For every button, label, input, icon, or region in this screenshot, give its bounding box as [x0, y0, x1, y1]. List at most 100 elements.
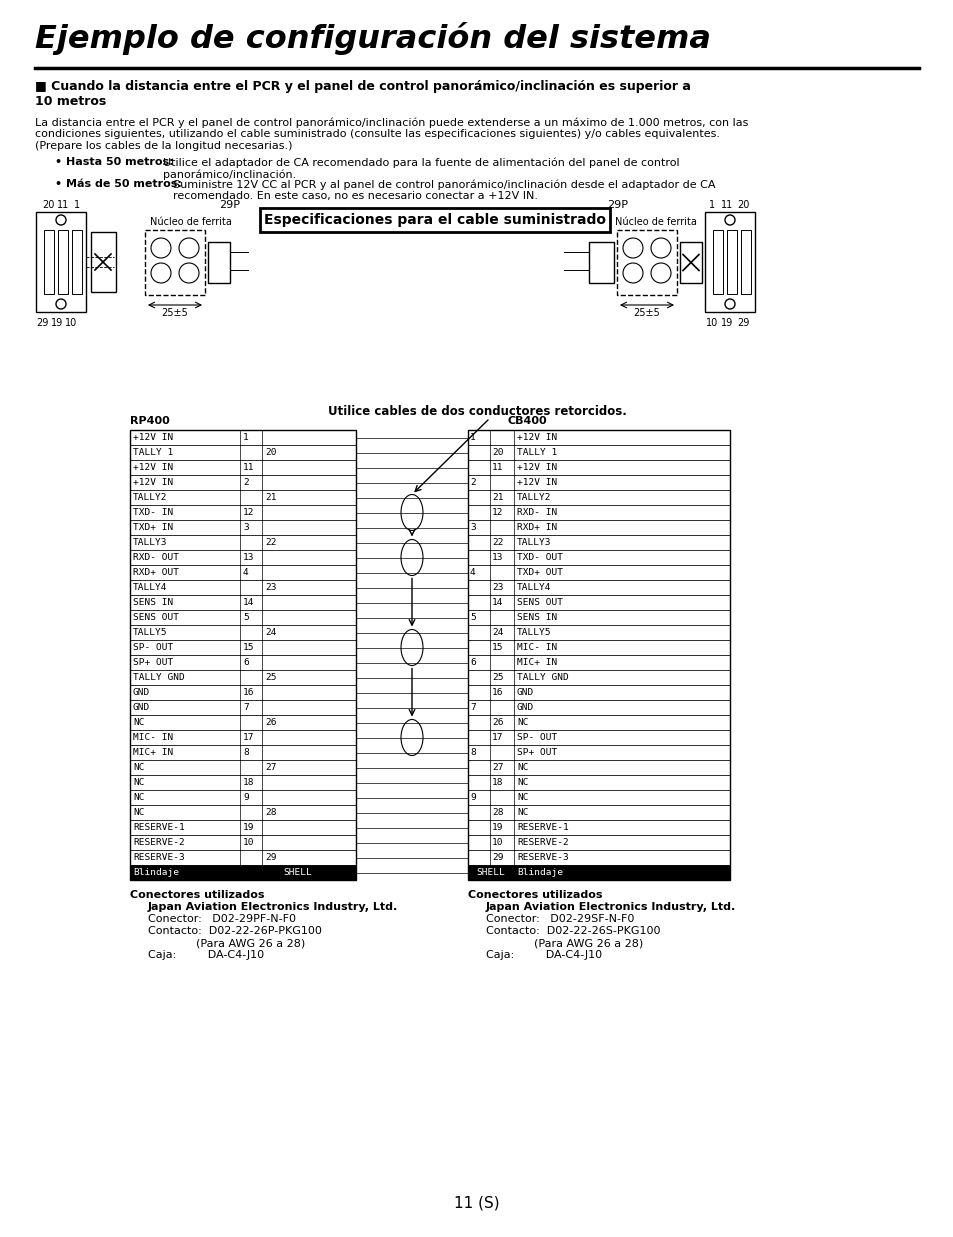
Bar [130, 760, 355, 776]
Bar [130, 610, 355, 625]
Text: TALLY4: TALLY4 [517, 583, 551, 593]
Text: 25: 25 [265, 673, 276, 682]
Text: 21: 21 [492, 494, 503, 502]
Bar [130, 805, 355, 820]
Text: Suministre 12V CC al PCR y al panel de control panorámico/inclinación desde el a: Suministre 12V CC al PCR y al panel de c… [172, 179, 715, 202]
Text: Conector:   D02-29PF-N-F0: Conector: D02-29PF-N-F0 [148, 914, 295, 924]
Text: 14: 14 [243, 597, 254, 607]
Text: 20: 20 [736, 200, 748, 210]
Text: 10: 10 [243, 837, 254, 847]
Text: 16: 16 [243, 688, 254, 696]
Text: Contacto:  D02-22-26S-PKG100: Contacto: D02-22-26S-PKG100 [485, 927, 659, 936]
Bar [468, 550, 729, 565]
Text: 28: 28 [265, 808, 276, 816]
Text: 13: 13 [492, 553, 503, 562]
Text: TALLY5: TALLY5 [132, 628, 168, 637]
Bar [468, 580, 729, 595]
Text: SHELL: SHELL [476, 868, 505, 877]
Text: 20: 20 [42, 200, 54, 210]
Bar [130, 850, 355, 865]
Text: 29: 29 [492, 854, 503, 862]
Text: 12: 12 [243, 508, 254, 517]
Text: 19: 19 [51, 318, 63, 328]
Text: Especificaciones para el cable suministrado: Especificaciones para el cable suministr… [264, 213, 605, 228]
Text: 18: 18 [492, 778, 503, 787]
Bar [712, 230, 722, 294]
Bar [130, 505, 355, 520]
Text: 24: 24 [492, 628, 503, 637]
Text: (Para AWG 26 a 28): (Para AWG 26 a 28) [195, 938, 305, 948]
Text: MIC- IN: MIC- IN [517, 643, 557, 652]
Bar [130, 685, 355, 700]
Bar [468, 595, 729, 610]
Bar [468, 760, 729, 776]
Text: MIC- IN: MIC- IN [132, 734, 173, 742]
Bar [468, 460, 729, 475]
Text: +12V IN: +12V IN [132, 433, 173, 442]
Bar [44, 230, 54, 294]
Bar [468, 835, 729, 850]
Text: TALLY3: TALLY3 [132, 538, 168, 547]
Bar [58, 230, 68, 294]
Text: GND: GND [517, 703, 534, 713]
Text: TXD+ IN: TXD+ IN [132, 523, 173, 532]
Text: 6: 6 [470, 658, 476, 667]
Text: 4: 4 [470, 568, 476, 576]
Bar [468, 505, 729, 520]
Text: 23: 23 [492, 583, 503, 593]
Bar [740, 230, 750, 294]
Text: 1: 1 [470, 433, 476, 442]
Text: 10: 10 [705, 318, 718, 328]
Text: RXD- OUT: RXD- OUT [132, 553, 179, 562]
Text: 7: 7 [243, 703, 249, 713]
Circle shape [179, 263, 199, 283]
Text: 8: 8 [470, 748, 476, 757]
Text: Utilice el adaptador de CA recomendado para la fuente de alimentación del panel : Utilice el adaptador de CA recomendado p… [163, 157, 679, 179]
Text: RP400: RP400 [130, 416, 170, 426]
Text: Contacto:  D02-22-26P-PKG100: Contacto: D02-22-26P-PKG100 [148, 927, 321, 936]
Text: 26: 26 [492, 717, 503, 727]
Text: 10: 10 [492, 837, 503, 847]
Text: 5: 5 [243, 614, 249, 622]
Text: +12V IN: +12V IN [517, 433, 557, 442]
Bar [130, 656, 355, 670]
Text: TALLY2: TALLY2 [132, 494, 168, 502]
Text: 11: 11 [243, 463, 254, 473]
Bar [130, 640, 355, 656]
Text: 9: 9 [243, 793, 249, 802]
Text: 2: 2 [243, 477, 249, 487]
Text: 19: 19 [243, 823, 254, 833]
Bar [130, 835, 355, 850]
Text: 10: 10 [65, 318, 77, 328]
Text: 15: 15 [492, 643, 503, 652]
Bar [468, 820, 729, 835]
Bar [130, 445, 355, 460]
Text: Núcleo de ferrita: Núcleo de ferrita [150, 216, 232, 228]
Bar [468, 430, 729, 445]
Bar [71, 230, 82, 294]
Text: Conector:   D02-29SF-N-F0: Conector: D02-29SF-N-F0 [485, 914, 634, 924]
Text: 23: 23 [265, 583, 276, 593]
Text: NC: NC [132, 717, 144, 727]
Text: RXD+ IN: RXD+ IN [517, 523, 557, 532]
Text: 1: 1 [708, 200, 715, 210]
Circle shape [179, 238, 199, 259]
Text: SP- OUT: SP- OUT [132, 643, 173, 652]
Text: Japan Aviation Electronics Industry, Ltd.: Japan Aviation Electronics Industry, Ltd… [485, 902, 736, 912]
Text: 27: 27 [265, 763, 276, 772]
Bar [130, 730, 355, 745]
Text: 25: 25 [492, 673, 503, 682]
Bar [468, 475, 729, 490]
Text: RXD- IN: RXD- IN [517, 508, 557, 517]
Text: TXD- IN: TXD- IN [132, 508, 173, 517]
Bar [130, 745, 355, 760]
Text: TALLY 1: TALLY 1 [132, 448, 173, 456]
Text: TXD+ OUT: TXD+ OUT [517, 568, 562, 576]
Text: TALLY 1: TALLY 1 [517, 448, 557, 456]
Text: TALLY5: TALLY5 [517, 628, 551, 637]
Text: RESERVE-2: RESERVE-2 [132, 837, 185, 847]
Text: Blindaje: Blindaje [132, 868, 179, 877]
Text: 20: 20 [492, 448, 503, 456]
Bar [468, 640, 729, 656]
Text: 19: 19 [492, 823, 503, 833]
